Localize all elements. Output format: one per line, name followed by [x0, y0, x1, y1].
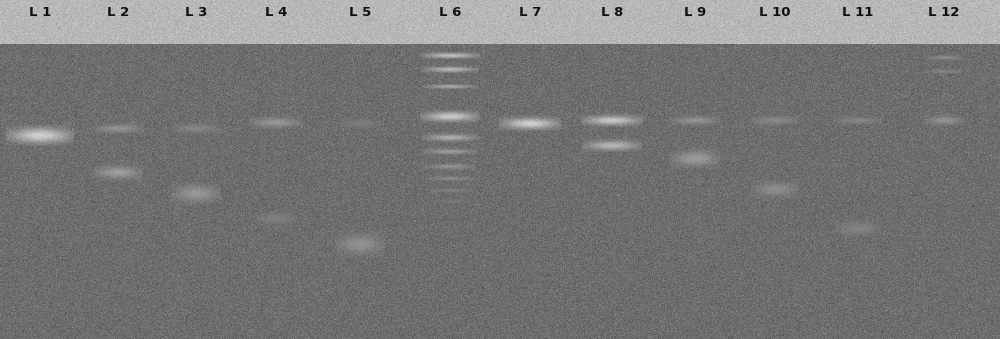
- Text: L 7: L 7: [519, 6, 541, 19]
- Text: L 5: L 5: [349, 6, 371, 19]
- Text: L 8: L 8: [601, 6, 623, 19]
- Text: L 9: L 9: [684, 6, 706, 19]
- Text: L 1: L 1: [29, 6, 51, 19]
- Text: L 11: L 11: [842, 6, 874, 19]
- Text: L 12: L 12: [928, 6, 960, 19]
- Text: L 10: L 10: [759, 6, 791, 19]
- Text: L 2: L 2: [107, 6, 129, 19]
- Text: L 6: L 6: [439, 6, 461, 19]
- Text: L 3: L 3: [185, 6, 207, 19]
- Text: L 4: L 4: [265, 6, 287, 19]
